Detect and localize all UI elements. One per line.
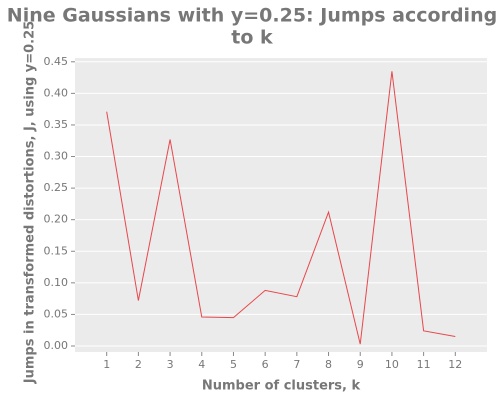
y-tick-label: 0.40 <box>44 86 69 99</box>
y-tick-label: 0.45 <box>44 55 69 68</box>
chart-title: Nine Gaussians with y=0.25: Jumps accord… <box>7 5 497 27</box>
x-tick-label: 9 <box>357 358 364 371</box>
x-axis-label: Number of clusters, k <box>202 379 361 394</box>
x-tick-label: 7 <box>293 358 300 371</box>
y-tick-label: 0.15 <box>44 244 69 257</box>
x-tick-label: 4 <box>198 358 205 371</box>
y-tick-label: 0.25 <box>44 181 69 194</box>
plot-background <box>75 58 487 352</box>
x-tick-label: 11 <box>417 358 431 371</box>
y-tick-label: 0.00 <box>44 339 69 352</box>
y-axis-label: Jumps in transformed distortions, J, usi… <box>23 21 38 384</box>
chart-title: to k <box>231 27 273 49</box>
x-tick-label: 10 <box>385 358 399 371</box>
x-tick-label: 3 <box>167 358 174 371</box>
x-tick-label: 1 <box>103 358 110 371</box>
y-tick-label: 0.05 <box>44 307 69 320</box>
x-tick-label: 2 <box>135 358 142 371</box>
y-tick-label: 0.10 <box>44 276 69 289</box>
y-tick-label: 0.30 <box>44 150 69 163</box>
y-tick-label: 0.20 <box>44 213 69 226</box>
x-tick-label: 5 <box>230 358 237 371</box>
x-tick-label: 12 <box>448 358 462 371</box>
x-tick-label: 6 <box>262 358 269 371</box>
x-tick-label: 8 <box>325 358 332 371</box>
y-tick-label: 0.35 <box>44 118 69 131</box>
data-line <box>106 71 456 345</box>
